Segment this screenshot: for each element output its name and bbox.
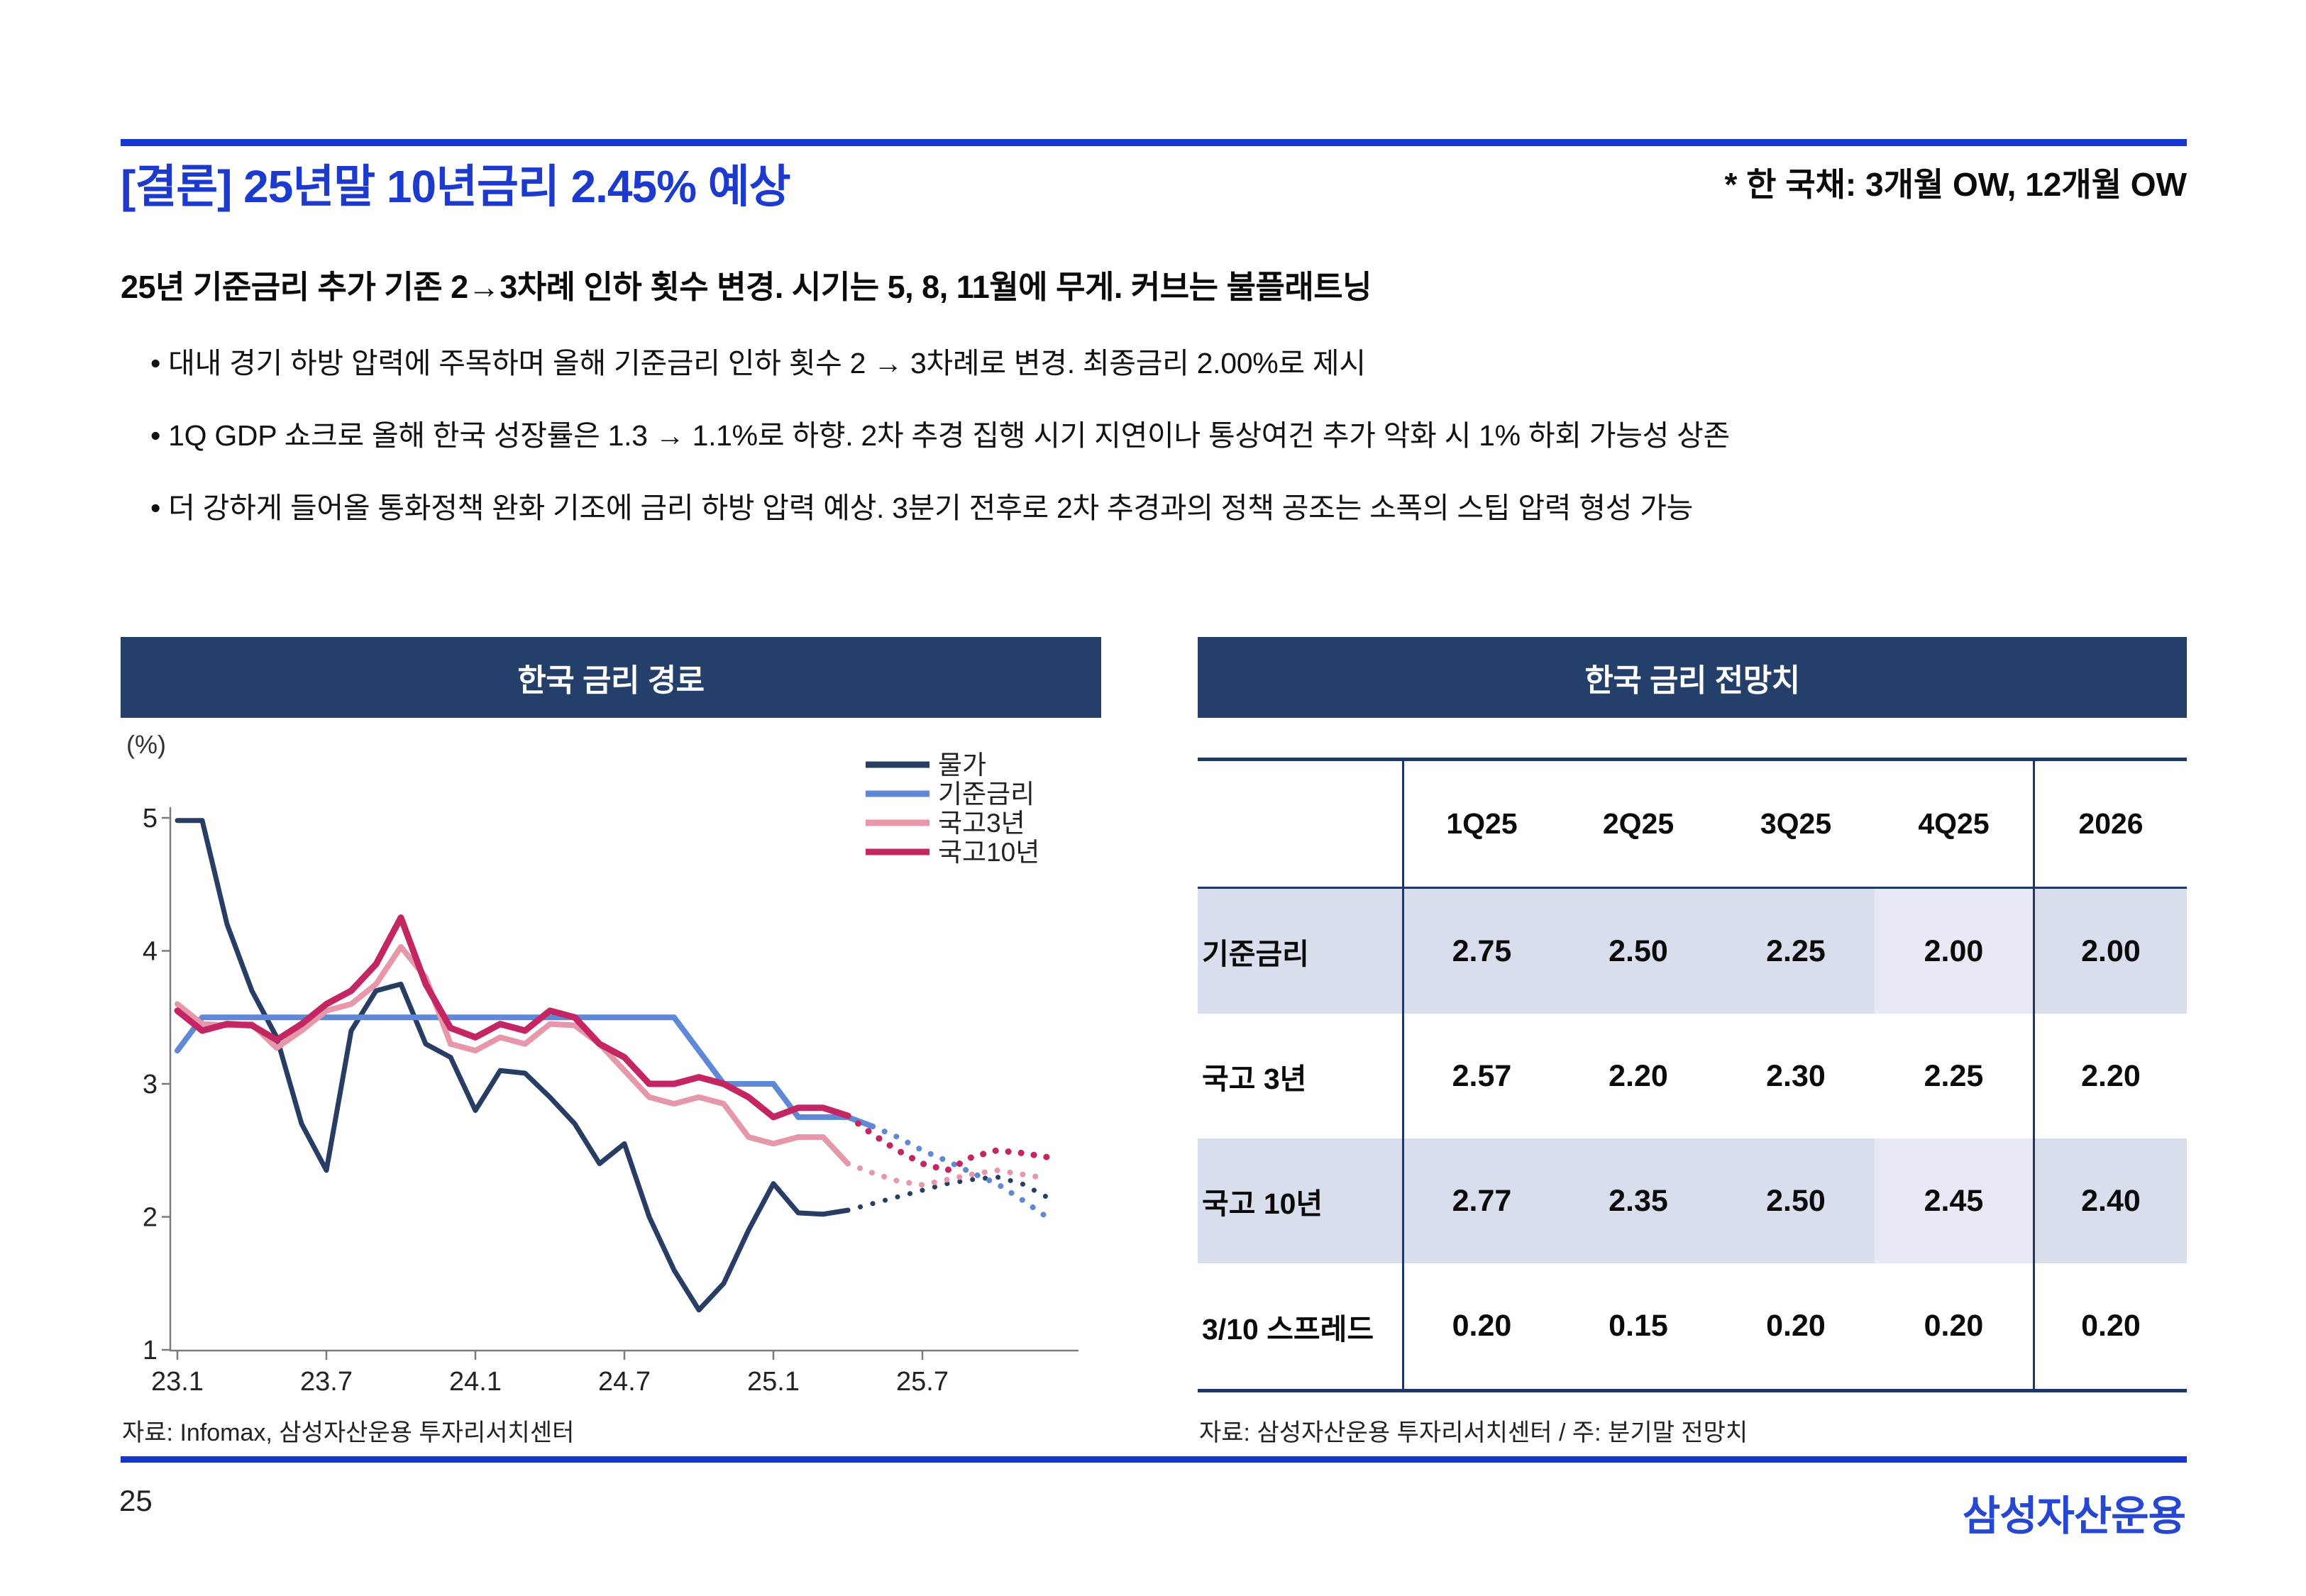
page-title: [결론] 25년말 10년금리 2.45% 예상 xyxy=(121,161,791,212)
table-cell: 2.50 xyxy=(1717,1138,1875,1263)
table-cell: 2.20 xyxy=(2033,1014,2187,1138)
table-cell: 2.00 xyxy=(1875,889,2033,1014)
table-header-cell: 2Q25 xyxy=(1560,761,1717,889)
chart-panel-header: 한국 금리 경로 xyxy=(121,637,1101,718)
svg-text:24.1: 24.1 xyxy=(449,1367,502,1397)
svg-text:24.7: 24.7 xyxy=(598,1367,651,1397)
svg-text:(%): (%) xyxy=(126,730,166,759)
table-cell: 2.30 xyxy=(1766,1058,1826,1093)
title-note: * 한 국채: 3개월 OW, 12개월 OW xyxy=(1724,166,2187,203)
table-cell: 0.15 xyxy=(1609,1309,1668,1343)
table-cell: 0.20 xyxy=(1924,1309,1984,1343)
table-row-label: 3/10 스프레드 xyxy=(1202,1312,1374,1346)
table-row-label: 기준금리 xyxy=(1198,889,1402,1014)
bottom-divider xyxy=(121,1456,2187,1463)
table-header-cell: 4Q25 xyxy=(1875,761,2033,889)
table-header-cell: 3Q25 xyxy=(1717,761,1875,889)
svg-text:25.1: 25.1 xyxy=(747,1367,800,1397)
svg-text:기준금리: 기준금리 xyxy=(938,780,1035,809)
table-cell: 2.75 xyxy=(1402,889,1560,1014)
svg-text:23.7: 23.7 xyxy=(300,1367,353,1397)
table-cell: 2.25 xyxy=(1924,1058,1984,1093)
forecast-table: 1Q25 2Q25 3Q25 4Q25 2026 기준금리 2.75 2.50 … xyxy=(1198,758,2187,1392)
bullet-item: • 1Q GDP 쇼크로 올해 한국 성장률은 1.3 → 1.1%로 하향. … xyxy=(150,419,1730,452)
svg-text:25.7: 25.7 xyxy=(896,1367,949,1397)
bullet-item: • 더 강하게 들어올 통화정책 완화 기조에 금리 하방 압력 예상. 3분기… xyxy=(150,492,1694,524)
company-logo: 삼성자산운용 xyxy=(1962,1493,2186,1539)
table-cell: 2.40 xyxy=(2033,1138,2187,1263)
chart-source: 자료: Infomax, 삼성자산운용 투자리서치센터 xyxy=(122,1419,575,1446)
table-cell: 0.20 xyxy=(1766,1309,1826,1343)
svg-text:2: 2 xyxy=(143,1203,158,1233)
table-cell: 0.20 xyxy=(2033,1263,2187,1389)
table-source: 자료: 삼성자산운용 투자리서치센터 / 주: 분기말 전망치 xyxy=(1199,1419,1748,1446)
rates-line-chart: 1 2 3 4 5 23.1 23.7 24.1 24.7 25.1 25.7 (%) 물가 기준금리 국고… xyxy=(121,722,1103,1403)
table-cell: 2.00 xyxy=(2033,889,2187,1014)
table-cell: 2.45 xyxy=(1875,1138,2033,1263)
svg-text:5: 5 xyxy=(143,804,158,833)
table-panel-title: 한국 금리 전망치 xyxy=(1584,663,1800,698)
table-cell: 2.20 xyxy=(1609,1058,1668,1093)
svg-text:1: 1 xyxy=(143,1336,158,1365)
svg-text:3: 3 xyxy=(143,1070,158,1099)
top-divider xyxy=(121,139,2187,146)
svg-text:4: 4 xyxy=(143,937,158,967)
table-cell: 2.77 xyxy=(1402,1138,1560,1263)
table-panel-header: 한국 금리 전망치 xyxy=(1198,637,2187,718)
table-row-label: 국고 10년 xyxy=(1198,1138,1402,1263)
table-header-cell xyxy=(1198,761,1402,889)
summary-heading: 25년 기준금리 추가 기존 2→3차례 인하 횟수 변경. 시기는 5, 8,… xyxy=(121,269,1372,305)
table-row-label: 국고 3년 xyxy=(1202,1063,1307,1095)
table-cell: 2.25 xyxy=(1717,889,1875,1014)
bullet-item: • 대내 경기 하방 압력에 주목하며 올해 기준금리 인하 횟수 2 → 3차… xyxy=(150,347,1366,379)
svg-text:국고10년: 국고10년 xyxy=(938,838,1039,867)
svg-text:물가: 물가 xyxy=(938,750,986,780)
page-number: 25 xyxy=(119,1484,153,1517)
chart-panel-title: 한국 금리 경로 xyxy=(517,663,705,698)
svg-text:23.1: 23.1 xyxy=(151,1367,204,1397)
table-cell: 2.50 xyxy=(1560,889,1717,1014)
table-header-cell: 2026 xyxy=(2033,761,2187,889)
table-header-cell: 1Q25 xyxy=(1402,761,1560,889)
table-cell: 0.20 xyxy=(1402,1263,1560,1389)
table-cell: 2.57 xyxy=(1402,1014,1560,1138)
table-cell: 2.35 xyxy=(1560,1138,1717,1263)
svg-text:국고3년: 국고3년 xyxy=(938,809,1025,838)
